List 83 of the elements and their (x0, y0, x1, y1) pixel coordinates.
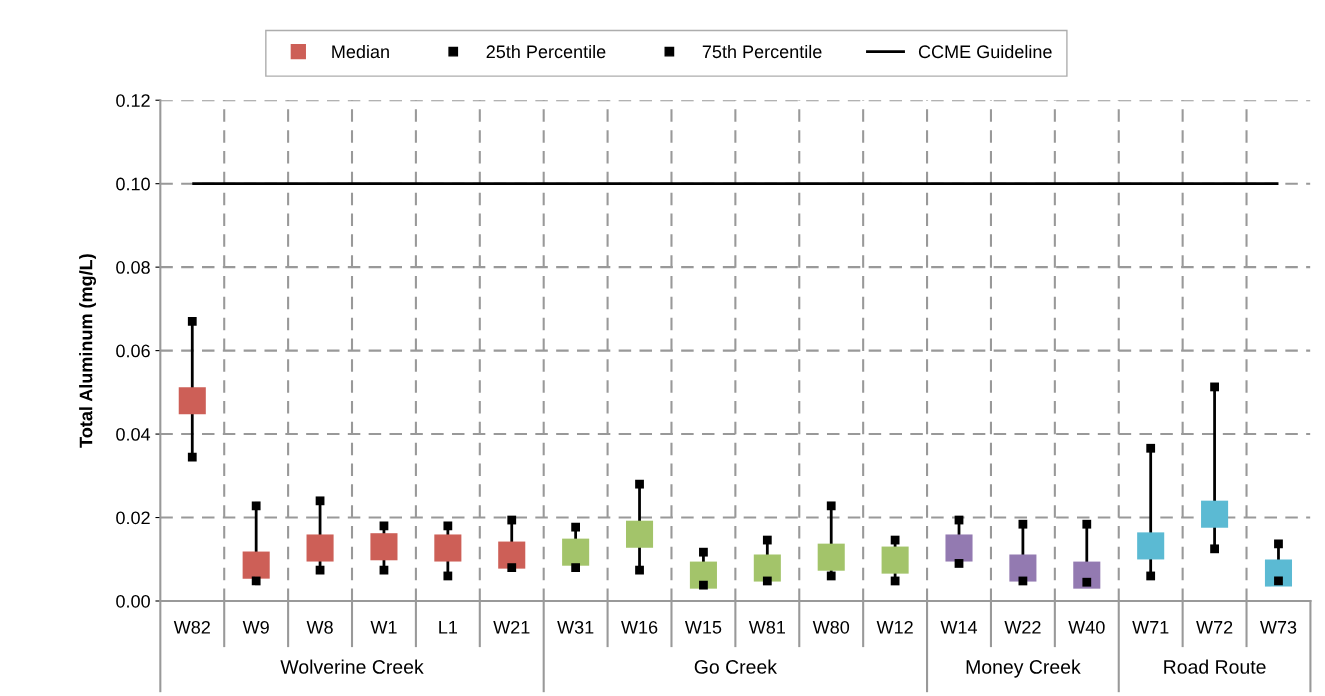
point (315, 496, 325, 506)
x-tick-label: W82 (173, 620, 210, 634)
point (571, 563, 581, 572)
x-tick-label: L1 (439, 621, 458, 634)
point (379, 565, 389, 575)
x-tick-label: W15 (684, 621, 722, 634)
y-tick-label: 0.06 (116, 344, 150, 358)
y-tick-label: 0.02 (116, 511, 150, 525)
point (1274, 576, 1283, 586)
point (890, 576, 900, 586)
x-tick-label: W16 (621, 620, 658, 634)
point (1009, 554, 1037, 582)
y-tick-label: 0.00 (116, 594, 150, 608)
point (1082, 577, 1092, 587)
point (890, 535, 900, 545)
x-tick-label: W73 (1259, 620, 1297, 634)
y-tick-label: 0.08 (116, 261, 150, 274)
point (1201, 500, 1229, 528)
y-axis-title: Total Aluminum (mg/L) (79, 254, 97, 448)
legend-label: 75th Percentile (702, 44, 822, 59)
x-tick-label: W71 (1132, 621, 1169, 634)
x-tick-label: W14 (940, 621, 978, 634)
point (1018, 519, 1028, 529)
x-tick-label: W12 (876, 620, 913, 634)
point (379, 521, 389, 531)
x-tick-label: W1 (370, 621, 397, 634)
x-tick-label: W21 (493, 620, 530, 634)
point (571, 522, 581, 532)
x-tick-label: W8 (306, 620, 333, 634)
x-tick-label: W9 (242, 620, 269, 634)
legend-label: 25th Percentile (486, 44, 606, 59)
point (251, 576, 261, 586)
point (1146, 443, 1156, 453)
x-tick-label: W72 (1196, 620, 1233, 634)
point (1210, 382, 1219, 392)
point (434, 534, 462, 562)
point (562, 538, 590, 566)
point (1210, 544, 1219, 554)
x-tick-label: W22 (1004, 620, 1041, 634)
point (635, 565, 644, 575)
point (753, 554, 781, 582)
legend-label: Median (332, 44, 389, 59)
text: Road Route (1164, 659, 1266, 674)
point (242, 551, 270, 579)
point (826, 571, 836, 581)
point (954, 559, 964, 568)
legend-label: CCME Guideline (918, 44, 1052, 59)
point (817, 543, 845, 571)
point (443, 571, 453, 581)
point (1137, 532, 1165, 560)
point (370, 533, 398, 561)
point (762, 576, 772, 586)
point (699, 547, 708, 557)
x-tick-label: W80 (812, 620, 850, 634)
point (306, 534, 334, 562)
point (1082, 519, 1092, 529)
point (1274, 539, 1283, 549)
point (187, 452, 197, 462)
x-tick-label: W81 (748, 620, 785, 634)
point (762, 535, 772, 545)
point (507, 563, 517, 572)
point (315, 565, 325, 575)
point (178, 387, 206, 415)
point (881, 546, 909, 574)
point (251, 501, 261, 511)
x-tick-label: W40 (1068, 620, 1105, 634)
y-tick-label: 0.04 (116, 428, 151, 441)
y-tick-label: 0.12 (116, 94, 150, 107)
point (507, 515, 517, 525)
point (187, 317, 197, 326)
x-tick-label: W31 (557, 620, 594, 634)
point (626, 520, 654, 548)
point (1146, 571, 1156, 581)
point (699, 580, 708, 590)
text: Go Creek (694, 659, 778, 674)
point (635, 479, 644, 489)
point (498, 541, 526, 569)
point (945, 534, 973, 562)
text: Money Creek (966, 659, 1081, 678)
text: Wolverine Creek (280, 659, 424, 674)
point (443, 521, 453, 531)
point (826, 501, 836, 511)
y-tick-label: 0.10 (116, 177, 150, 191)
